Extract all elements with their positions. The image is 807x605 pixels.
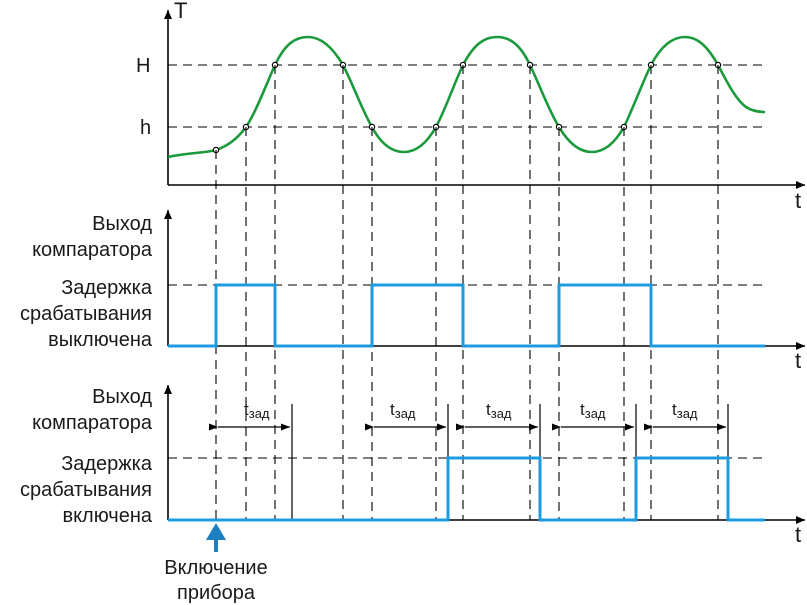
bottom-label-line2: компаратора [32,412,153,434]
power-on-marker: Включение прибора [164,523,268,604]
level-low-label: h [140,117,151,139]
comparator-signal-delay-off [168,283,765,348]
comparator-delay-off-panel: t Выход компаратора Задержка срабатывани… [20,210,805,373]
bottom-label-line4: срабатывания [20,479,152,501]
bottom-label-line5: включена [62,505,152,527]
mid-label-line4: срабатывания [20,303,152,325]
comparator-signal-delay-on [168,456,765,522]
time-axis-label-top: t [795,188,801,213]
level-high-label: H [136,55,150,77]
delay-interval: tзад [644,400,726,431]
power-on-label-line1: Включение [164,557,267,579]
time-axis-label-bottom: t [795,522,801,547]
mid-label-line2: компаратора [32,239,153,261]
delay-interval-label: tзад [390,400,416,421]
vertical-guides [215,65,719,520]
bottom-label-line3: Задержка [61,453,153,475]
delay-interval-label: tзад [486,400,512,421]
temperature-curve [167,35,766,159]
delay-interval: tзад [456,400,538,431]
power-on-arrow-icon [206,523,226,540]
delay-interval: tзад [365,400,446,431]
delay-interval-label: tзад [672,400,698,421]
mid-label-line3: Задержка [61,277,153,299]
comparator-delay-on-panel: t Выход компаратора Задержка срабатывани… [20,385,805,547]
mid-label-line5: выключена [48,329,153,351]
temperature-axis-label: T [174,0,187,23]
time-axis-label-mid: t [795,348,801,373]
delay-interval: tзад [552,400,634,431]
delay-interval-label: tзад [244,400,270,421]
delay-interval: tзад [209,400,290,431]
power-on-label-line2: прибора [177,582,256,604]
bottom-label-line1: Выход [92,386,152,408]
mid-label-line1: Выход [92,213,152,235]
delay-interval-label: tзад [580,400,606,421]
temperature-panel: T t H h [136,0,805,213]
